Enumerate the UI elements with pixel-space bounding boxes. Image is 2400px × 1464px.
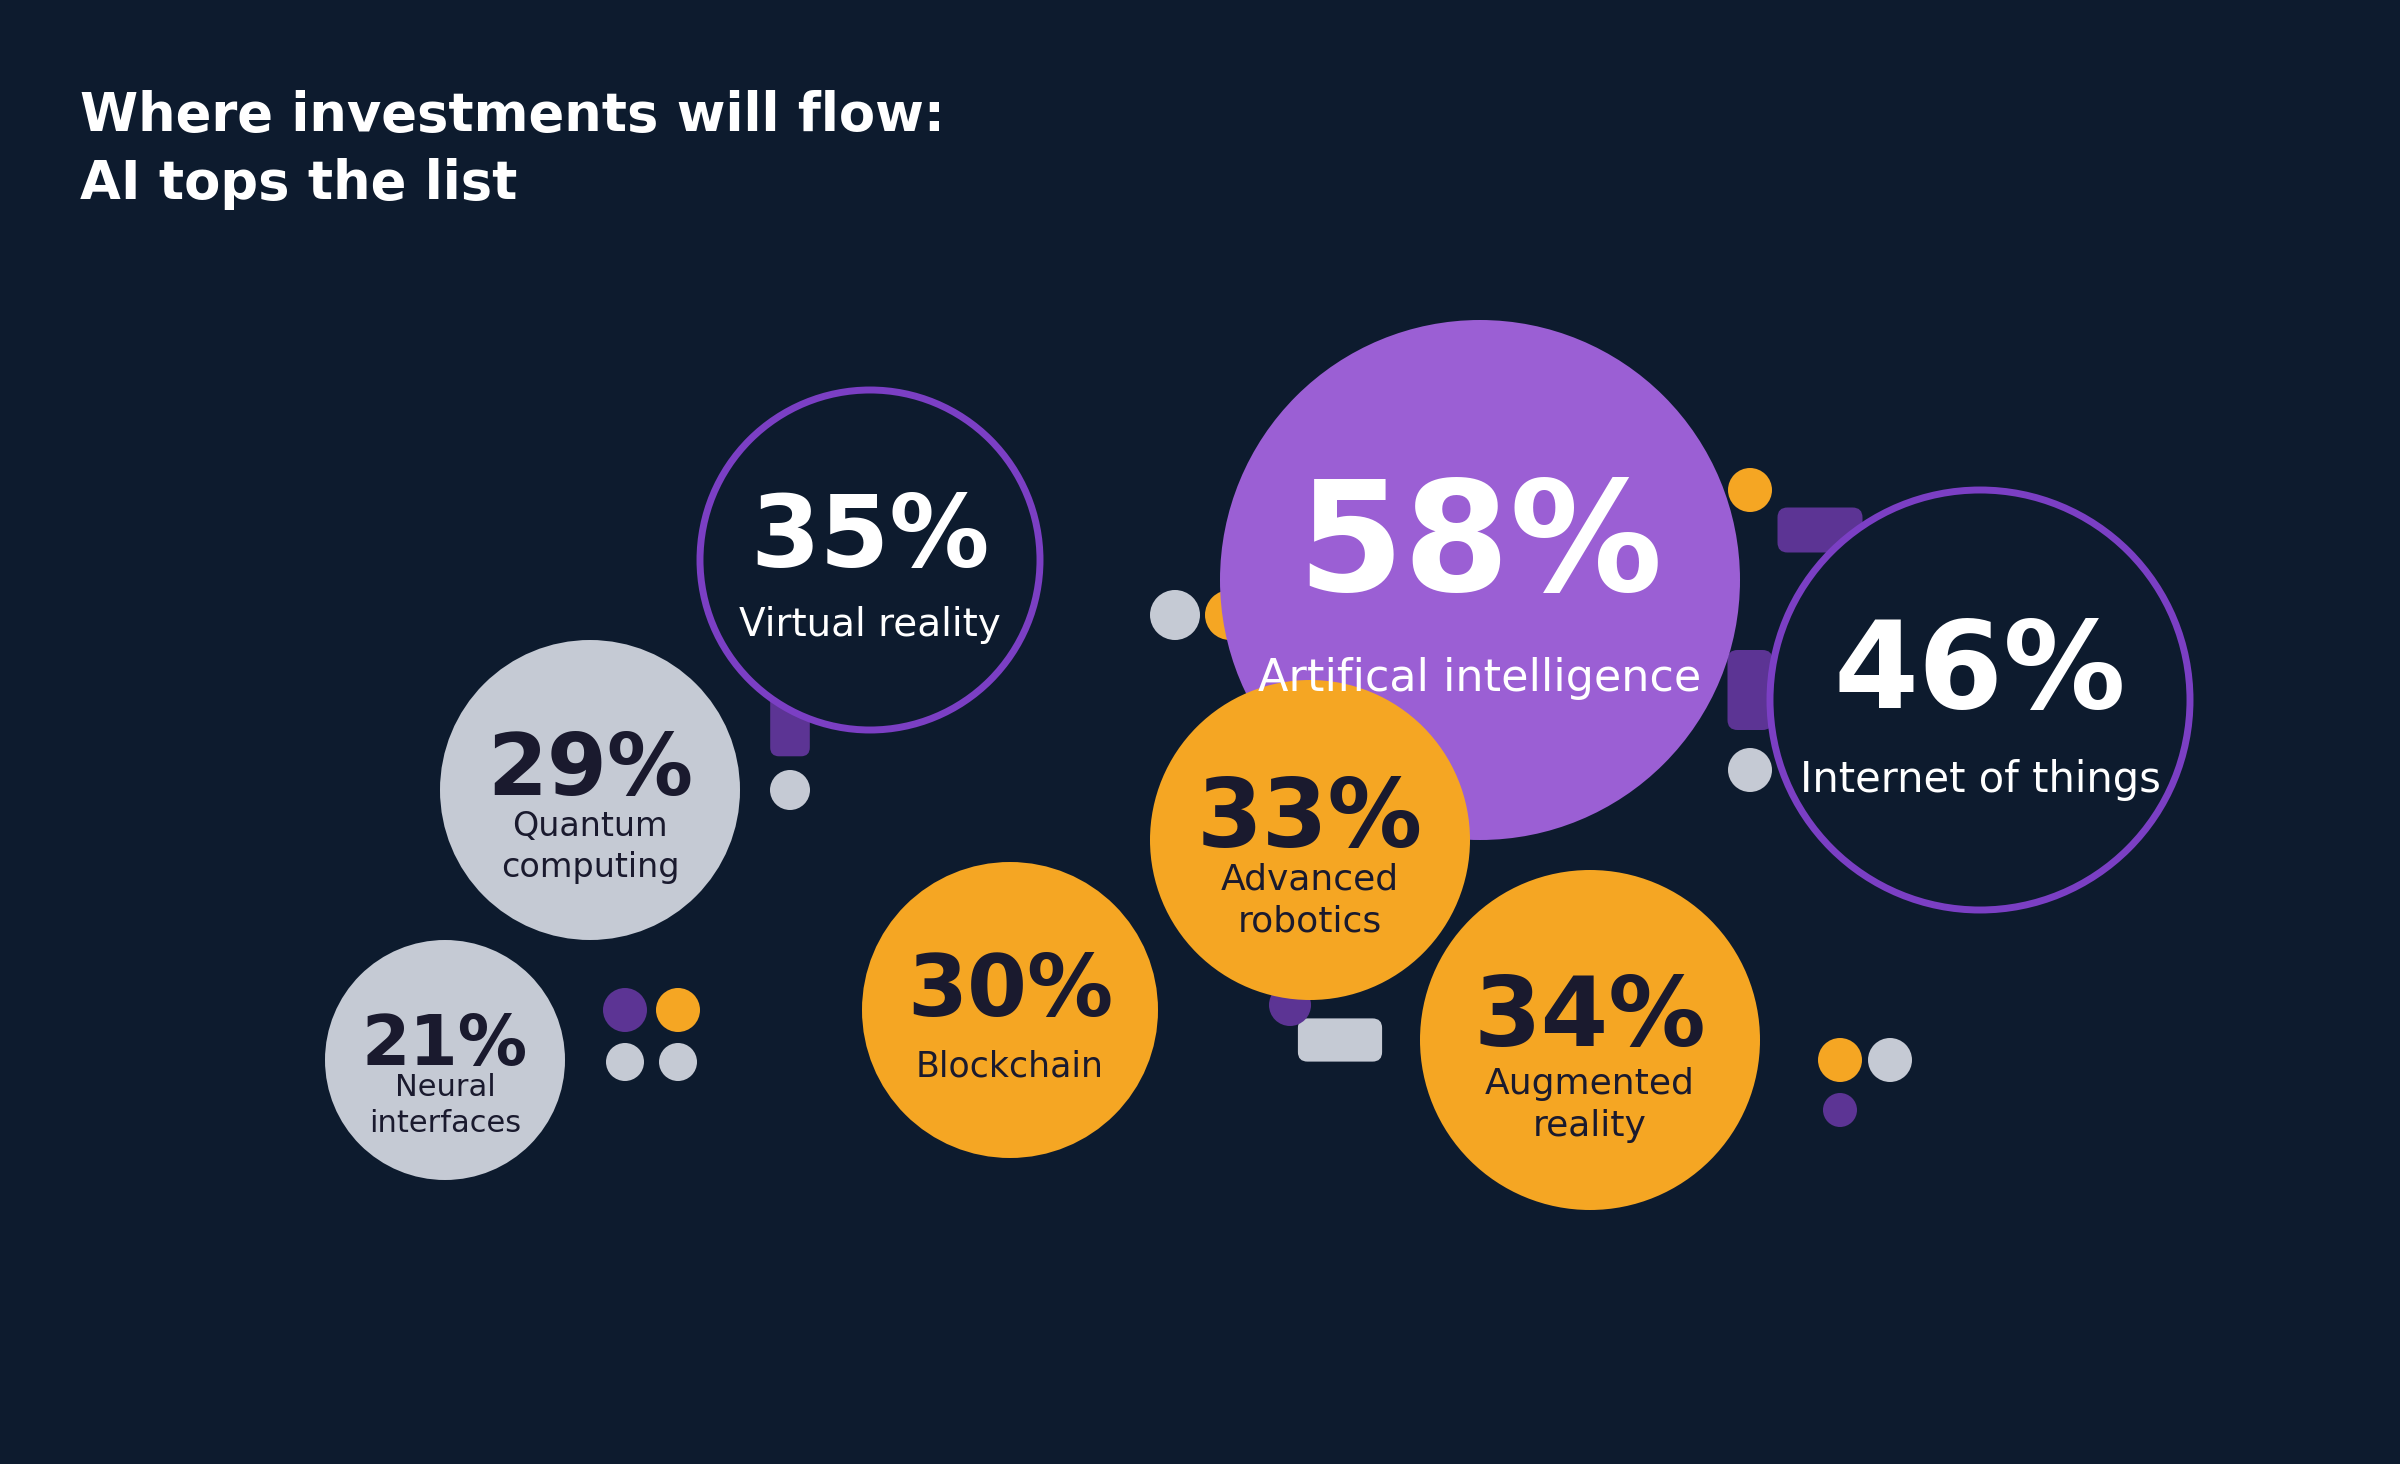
Circle shape (1421, 870, 1759, 1211)
Circle shape (1219, 321, 1740, 840)
Circle shape (862, 862, 1159, 1158)
Text: Advanced
robotics: Advanced robotics (1222, 862, 1399, 938)
Circle shape (770, 770, 811, 810)
Text: Augmented
reality: Augmented reality (1486, 1067, 1694, 1142)
Text: Neural
interfaces: Neural interfaces (370, 1073, 521, 1138)
Circle shape (324, 940, 564, 1180)
Text: 30%: 30% (907, 950, 1114, 1034)
Text: Internet of things: Internet of things (1800, 758, 2160, 801)
Circle shape (1205, 590, 1255, 640)
Circle shape (1819, 1038, 1862, 1082)
Circle shape (605, 1042, 643, 1080)
Circle shape (1150, 590, 1200, 640)
Circle shape (1771, 490, 2191, 911)
Text: 58%: 58% (1296, 474, 1663, 624)
Text: 21%: 21% (362, 1012, 528, 1079)
Circle shape (655, 988, 701, 1032)
FancyBboxPatch shape (1728, 650, 1774, 731)
Text: Artifical intelligence: Artifical intelligence (1258, 657, 1702, 700)
Text: Virtual reality: Virtual reality (739, 606, 1001, 644)
Text: 34%: 34% (1474, 974, 1706, 1066)
Text: Quantum
computing: Quantum computing (502, 810, 679, 884)
Circle shape (439, 640, 739, 940)
FancyBboxPatch shape (1298, 1019, 1382, 1061)
Circle shape (660, 1042, 696, 1080)
FancyBboxPatch shape (770, 684, 809, 757)
Text: Where investments will flow:
AI tops the list: Where investments will flow: AI tops the… (79, 89, 946, 211)
Circle shape (701, 389, 1039, 731)
Circle shape (1867, 1038, 1913, 1082)
Text: 46%: 46% (1834, 616, 2126, 733)
Text: Blockchain: Blockchain (917, 1050, 1104, 1083)
Text: 33%: 33% (1198, 774, 1423, 867)
Text: 35%: 35% (751, 490, 989, 589)
Text: 29%: 29% (487, 731, 694, 814)
FancyBboxPatch shape (1778, 508, 1862, 552)
Circle shape (1270, 984, 1310, 1026)
Circle shape (602, 988, 648, 1032)
Circle shape (1788, 752, 1831, 796)
Circle shape (1824, 1094, 1858, 1127)
Circle shape (1150, 679, 1469, 1000)
Circle shape (1728, 748, 1771, 792)
Circle shape (1728, 468, 1771, 512)
Circle shape (1788, 698, 1831, 742)
